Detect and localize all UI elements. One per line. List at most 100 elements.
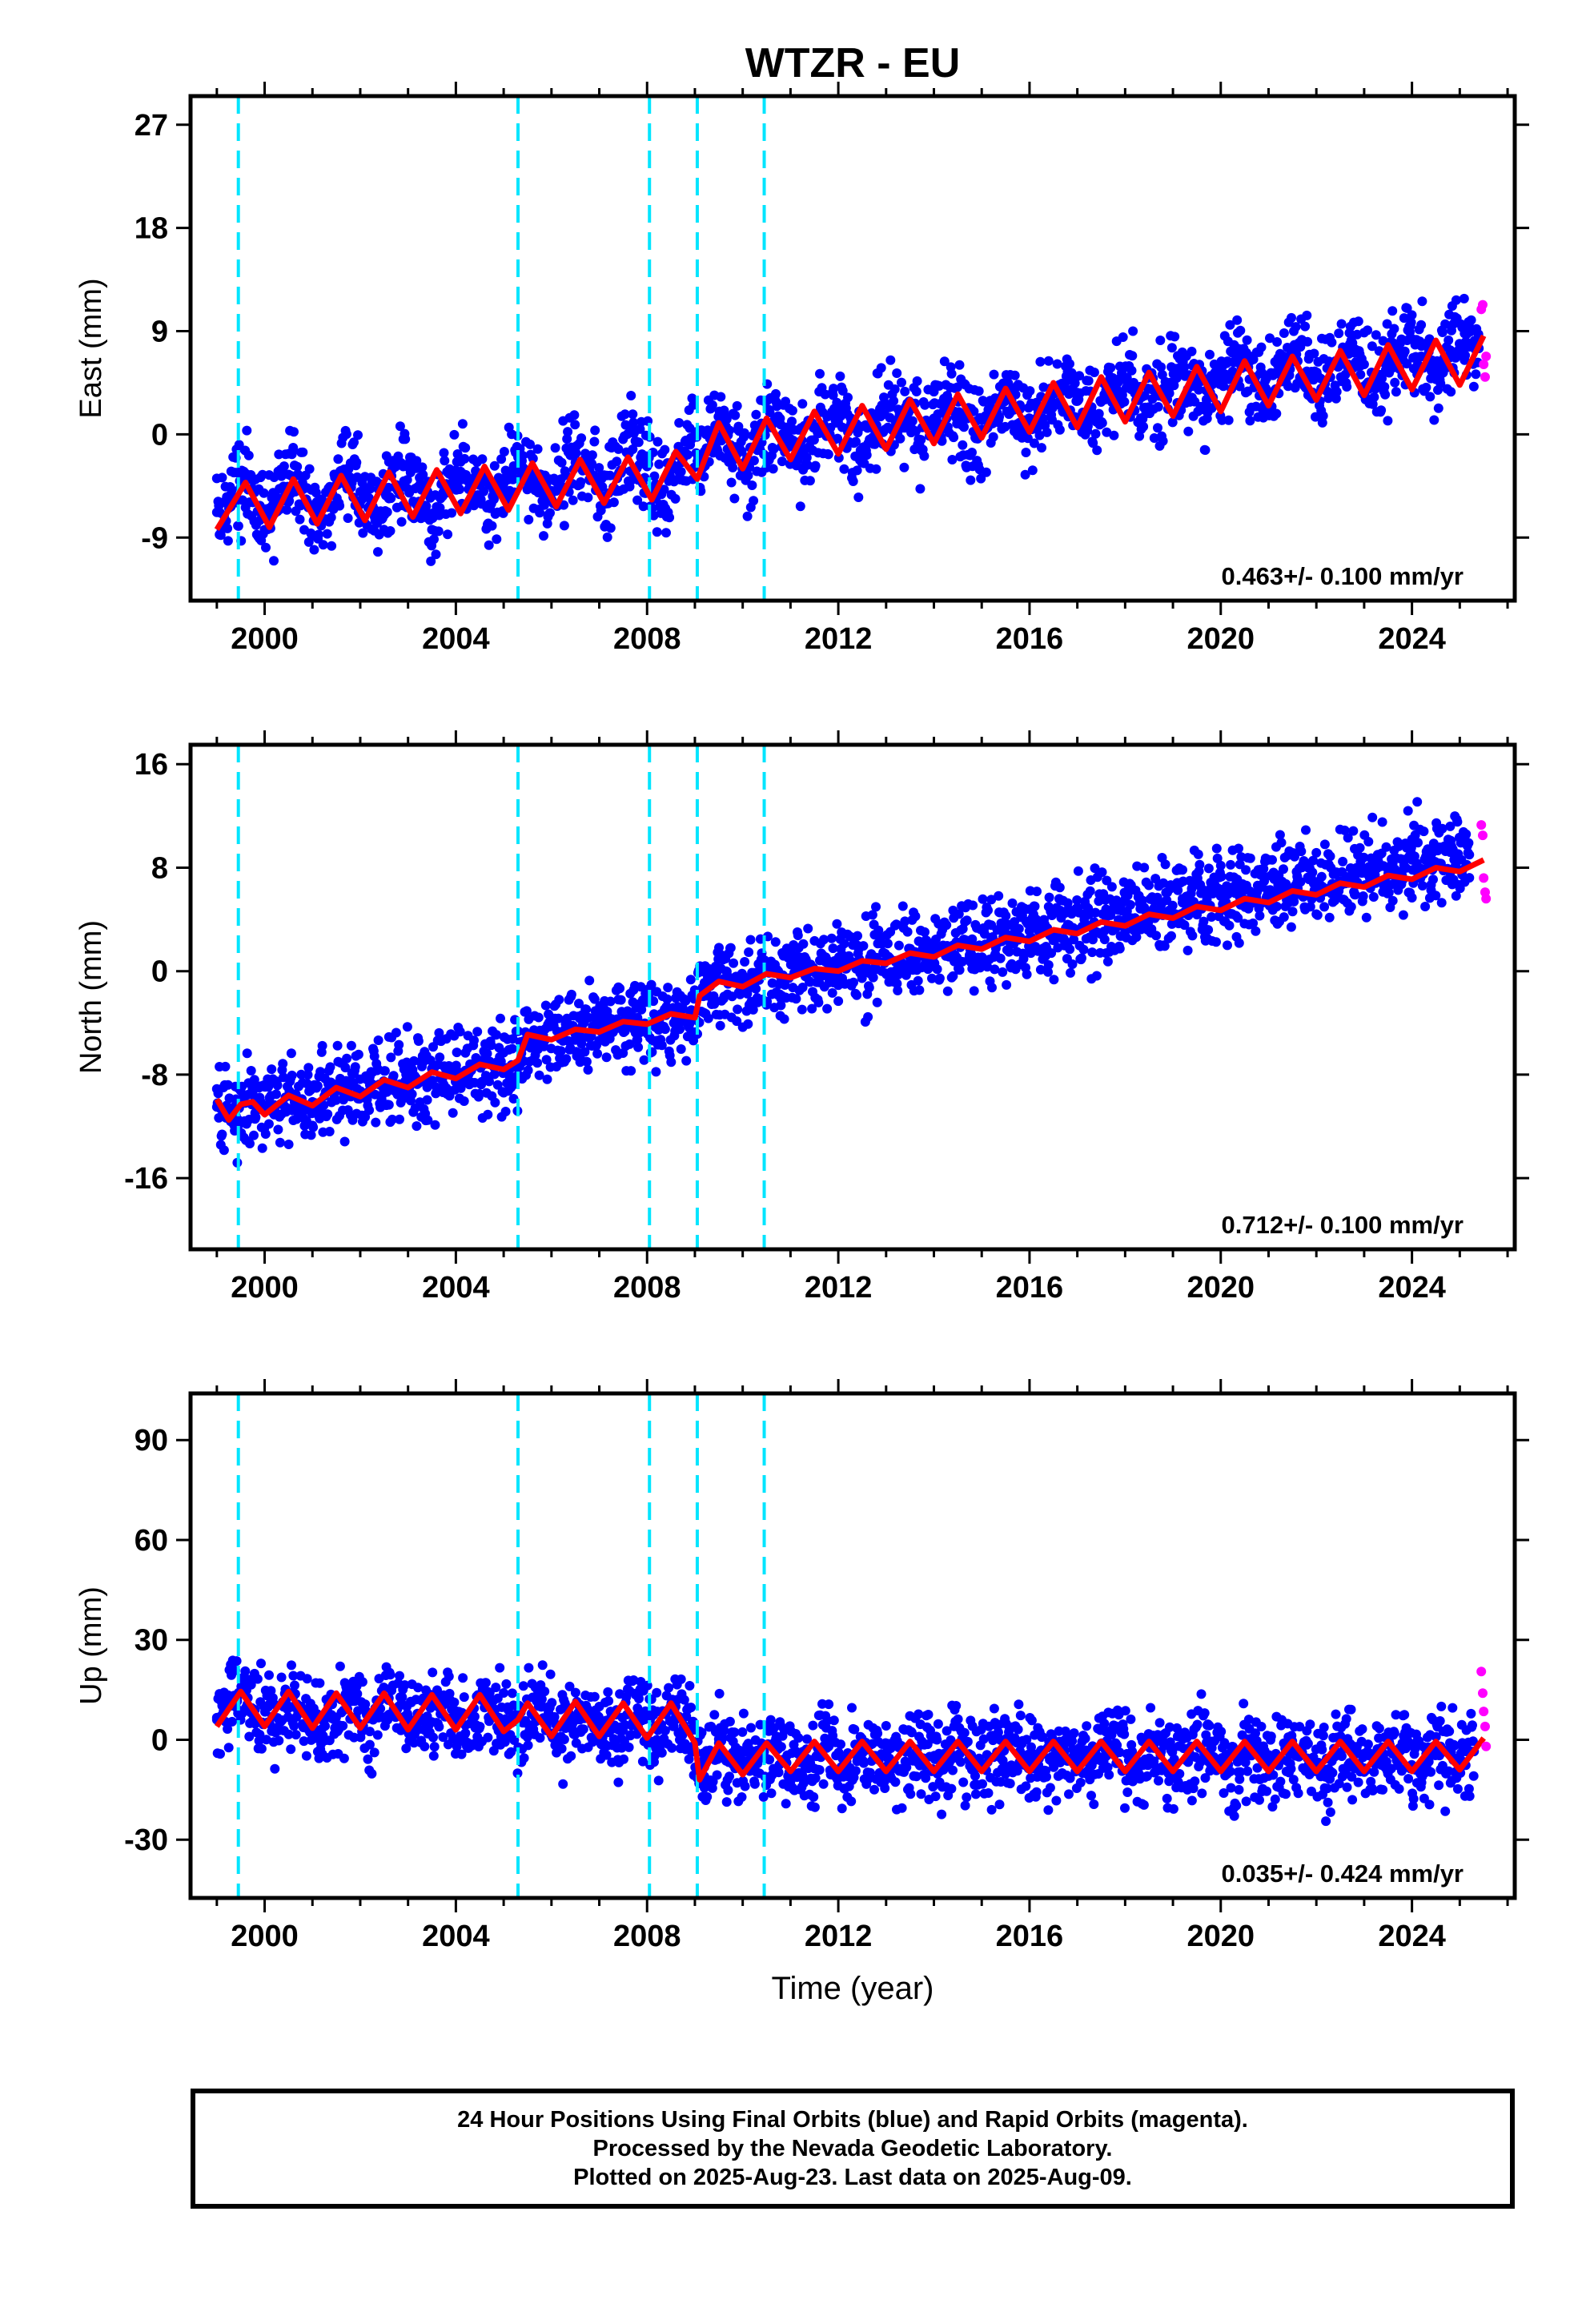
east-final-point [1402,359,1412,369]
north-final-point [1311,878,1322,888]
east-final-point [279,461,289,472]
north-final-point [853,931,862,941]
north-final-point [350,1062,360,1072]
up-final-point [676,1674,686,1684]
north-final-point [725,943,736,953]
east-x-tick-label: 2004 [422,622,490,656]
up-final-point [628,1675,639,1685]
north-final-point [969,986,979,996]
up-final-point [223,1743,234,1753]
east-final-point [304,464,315,474]
north-final-point [1132,861,1142,871]
north-final-point [523,1065,533,1076]
north-final-point [1426,856,1436,866]
east-y-tick-label: -9 [141,521,168,555]
east-final-point [768,464,778,474]
east-final-point [1173,365,1183,376]
up-final-point [276,1672,287,1683]
north-final-point [839,939,849,949]
north-final-point [1368,892,1379,902]
north-final-point [435,1052,445,1063]
north-final-point [601,1052,612,1063]
east-final-point [1119,396,1130,407]
east-final-point [795,501,805,512]
up-final-point [589,1691,600,1702]
north-final-point [967,934,978,944]
north-x-tick-label: 2000 [231,1271,299,1305]
north-final-point [1043,967,1053,977]
north-final-point [500,1107,511,1116]
east-final-point [1186,346,1197,356]
north-final-point [893,940,904,951]
east-final-point [1367,399,1378,409]
east-final-point [398,461,408,472]
north-final-point [581,1056,592,1067]
north-final-point [1307,867,1318,878]
north-final-point [681,995,691,1006]
east-final-point [929,413,939,424]
north-x-tick-label: 2016 [996,1271,1064,1305]
east-final-point [1118,332,1128,342]
north-final-point [678,1003,689,1014]
north-final-point [1251,926,1261,936]
east-final-point [1302,310,1312,320]
north-final-point [1078,944,1089,955]
east-rapid-point [1479,360,1489,370]
east-final-point [1421,382,1431,392]
north-final-point [278,1059,288,1069]
up-final-point [286,1744,296,1755]
up-final-point [434,1722,444,1732]
north-final-point [872,997,882,1007]
north-final-point [900,916,910,927]
east-final-point [1336,319,1347,329]
east-final-point [1331,387,1342,397]
up-final-point [601,1750,612,1760]
east-final-point [1311,412,1320,422]
north-final-point [1451,891,1461,901]
north-final-point [455,1027,465,1037]
north-final-point [275,1137,285,1148]
north-final-point [1007,898,1018,908]
east-final-point [851,436,861,447]
north-final-point [1412,797,1423,807]
up-final-point [244,1731,255,1742]
east-final-point [288,443,299,452]
north-final-point [954,965,965,975]
east-final-point [843,392,853,403]
north-final-point [353,1049,363,1059]
north-final-point [995,953,1006,963]
east-final-point [283,469,294,480]
up-final-point [570,1687,580,1698]
east-final-point [1369,392,1379,402]
east-final-point [1042,427,1052,437]
north-final-point [532,1058,543,1068]
east-final-point [427,509,437,519]
east-final-point [1445,347,1456,357]
north-final-point [1305,902,1315,912]
east-final-point [576,433,587,444]
north-final-point [616,995,626,1005]
east-final-point [721,414,732,424]
north-final-point [615,983,625,994]
north-final-point [1159,941,1170,951]
north-final-point [1271,902,1282,911]
north-final-point [287,1070,297,1080]
east-final-point [1437,328,1447,337]
east-final-point [919,451,930,461]
east-final-point [351,457,362,468]
north-final-point [797,1004,807,1015]
north-rapid-point [1477,830,1488,841]
north-plot-area [211,745,1492,1249]
east-final-point [1097,418,1107,428]
up-final-point [483,1732,493,1743]
north-final-point [681,1055,692,1066]
up-final-point [536,1694,547,1704]
up-final-point [397,1692,408,1703]
up-final-point [688,1716,698,1727]
east-final-point [550,443,560,453]
north-final-point [561,1054,572,1064]
north-final-point [1211,843,1222,854]
north-final-point [263,1119,274,1129]
north-final-point [1102,875,1112,886]
